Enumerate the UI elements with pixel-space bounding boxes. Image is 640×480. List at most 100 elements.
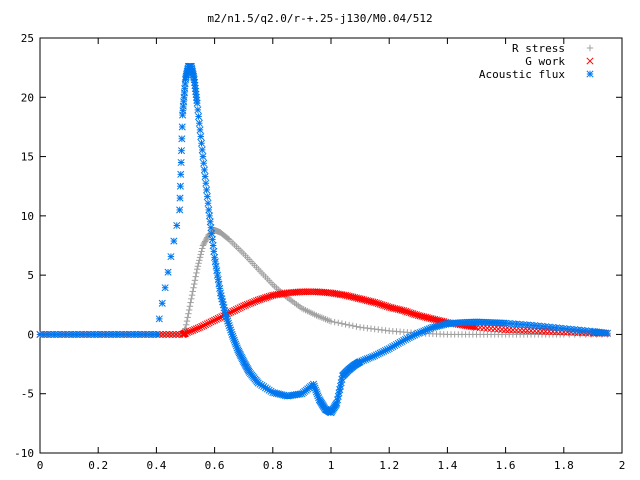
data-point [185, 328, 193, 336]
data-point [162, 330, 170, 338]
data-point [177, 158, 185, 167]
data-point [200, 240, 207, 248]
y-tick-label: 5 [27, 269, 34, 282]
data-point [181, 329, 190, 337]
plot-axes: 0 0.2 0.4 0.6 0.8 1 1.2 1.4 1.6 1.8 2 -10 -5 0 5 10 15 20… [14, 32, 625, 472]
data-point [173, 221, 181, 230]
y-tick-label: 25 [21, 32, 34, 45]
data-point [196, 323, 204, 331]
data-point [603, 329, 612, 337]
data-point [203, 235, 210, 243]
data-point [192, 325, 200, 333]
data-point [201, 238, 209, 245]
data-point [229, 307, 237, 315]
data-point [241, 301, 250, 309]
data-point [191, 325, 199, 334]
x-tick-label: 1 [328, 459, 335, 472]
plot-frame [39, 37, 623, 454]
data-point [231, 306, 239, 314]
x-tick-label: 0.6 [205, 459, 225, 472]
data-point [249, 298, 257, 306]
data-point [196, 257, 203, 264]
data-point [338, 320, 346, 327]
data-point [164, 268, 172, 276]
legend-marker [586, 57, 594, 65]
data-point [197, 139, 206, 147]
data-point [183, 317, 191, 325]
data-point [203, 186, 211, 194]
series-acoustic-flux [36, 62, 612, 417]
x-tick-label: 1.6 [496, 459, 516, 472]
data-point [216, 313, 224, 322]
data-point [196, 254, 204, 261]
data-point [349, 322, 357, 330]
data-point [240, 302, 248, 310]
y-tick-label: -10 [14, 447, 34, 460]
data-point [212, 315, 220, 323]
data-point [207, 318, 215, 326]
x-tick-label: 1.2 [379, 459, 399, 472]
data-point [201, 173, 209, 181]
y-tick-label: 20 [21, 91, 34, 104]
data-point [185, 310, 192, 317]
data-point [201, 321, 210, 329]
data-point [186, 303, 194, 310]
data-point [205, 206, 213, 214]
y-tick-label: -5 [21, 388, 34, 401]
chart-title: m2/n1.5/q2.0/r-+.25-j130/M0.04/512 [207, 12, 432, 25]
x-tick-label: 1.8 [554, 459, 574, 472]
data-point [192, 273, 199, 280]
data-point [184, 314, 191, 321]
data-point [204, 199, 212, 207]
data-point [211, 316, 219, 324]
data-point [199, 153, 207, 161]
data-point [196, 126, 204, 134]
x-tick-label: 0.2 [88, 459, 108, 472]
data-point [206, 218, 214, 226]
data-point [209, 317, 217, 325]
data-point [191, 280, 198, 288]
series-g-work [36, 288, 612, 338]
data-point [195, 119, 203, 127]
data-point [193, 269, 200, 277]
data-point [203, 193, 211, 201]
data-point [167, 253, 175, 261]
x-tick-label: 0.4 [146, 459, 166, 472]
data-point [169, 330, 177, 338]
data-point [193, 99, 201, 107]
data-point [200, 159, 208, 167]
data-point [200, 321, 208, 330]
x-tick-label: 1.4 [437, 459, 457, 472]
data-point [165, 330, 174, 338]
legend-label: R stress [512, 42, 565, 55]
data-point [342, 321, 349, 328]
data-point [202, 236, 210, 244]
x-tick-label: 0.8 [263, 459, 283, 472]
data-point [158, 299, 166, 307]
data-point [198, 322, 206, 330]
data-point [251, 297, 259, 306]
data-point [353, 323, 360, 330]
y-tick-label: 0 [27, 328, 34, 341]
legend-marker [586, 70, 594, 78]
legend-marker [586, 44, 594, 52]
data-point [187, 327, 195, 335]
data-point [245, 300, 253, 308]
data-point [198, 146, 206, 154]
data-point [238, 303, 246, 311]
data-point [159, 330, 167, 338]
data-point [170, 237, 178, 245]
legend-label: Acoustic flux [479, 68, 565, 81]
data-point [172, 330, 180, 338]
data-point [152, 330, 160, 338]
data-point [197, 251, 204, 258]
data-point [189, 326, 197, 334]
data-point [209, 241, 217, 250]
data-point [216, 284, 224, 293]
data-point [232, 305, 240, 314]
data-point [199, 245, 206, 252]
data-point [176, 206, 184, 214]
data-point [194, 263, 202, 270]
